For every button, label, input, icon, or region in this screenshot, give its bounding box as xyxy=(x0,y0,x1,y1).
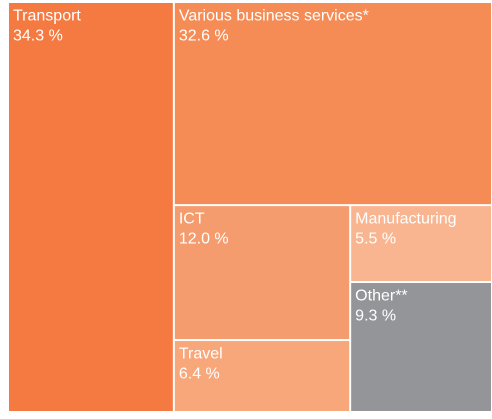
tile xyxy=(174,3,491,205)
tile-value: 12.0 % xyxy=(179,231,229,248)
tile-label: Various business services* xyxy=(179,7,369,24)
tile-value: 32.6 % xyxy=(179,27,229,44)
tile-value: 34.3 % xyxy=(13,27,63,44)
tile xyxy=(351,283,491,411)
tile-label: ICT xyxy=(179,211,205,228)
tile xyxy=(174,206,350,340)
tile-value: 5.5 % xyxy=(355,231,396,248)
tile-label: Other** xyxy=(355,287,407,304)
tile xyxy=(351,206,491,282)
tile xyxy=(174,341,350,411)
tile xyxy=(9,3,173,411)
tile-value: 9.3 % xyxy=(355,307,396,324)
tile-label: Manufacturing xyxy=(355,211,456,228)
tile-label: Travel xyxy=(179,345,223,362)
tile-label: Transport xyxy=(13,7,81,24)
tile-value: 6.4 % xyxy=(179,365,220,382)
